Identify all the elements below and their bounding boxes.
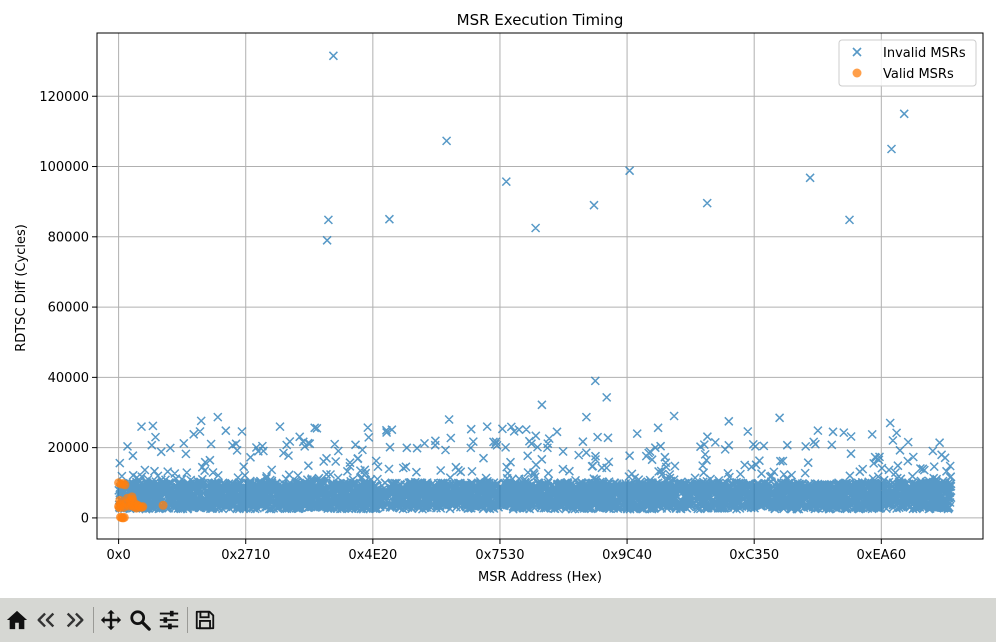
y-tick-label: 40000 — [48, 371, 89, 386]
sliders-icon — [159, 610, 179, 630]
y-tick-label: 80000 — [48, 230, 89, 245]
pan-button[interactable] — [98, 605, 124, 635]
toolbar-separator — [93, 607, 94, 633]
x-tick-label: 0x2710 — [221, 548, 270, 563]
x-tick-label: 0xC350 — [729, 548, 779, 563]
valid-msr-point — [138, 502, 148, 512]
toolbar-separator — [187, 607, 188, 633]
y-axis-label: RDTSC Diff (Cycles) — [14, 224, 29, 352]
move-icon — [100, 609, 122, 631]
x-tick-label: 0x4E20 — [348, 548, 397, 563]
left-arrow-icon — [37, 612, 55, 628]
y-tick-label: 60000 — [48, 301, 89, 316]
legend: Invalid MSRs Valid MSRs — [838, 39, 977, 87]
invalid-msr-markers — [114, 51, 956, 514]
invalid-msrs-series — [114, 51, 956, 514]
scatter-chart: MSR Execution Timing MSR Address (Hex) R… — [14, 11, 984, 585]
chart-title: MSR Execution Timing — [457, 11, 624, 29]
zoom-button[interactable] — [127, 605, 153, 635]
plot-frame — [96, 32, 984, 540]
valid-msr-point — [120, 480, 130, 490]
configure-subplots-button[interactable] — [156, 605, 182, 635]
legend-marker-valid — [852, 68, 862, 78]
back-button[interactable] — [33, 605, 59, 635]
valid-msr-point — [127, 492, 137, 502]
navigation-toolbar — [0, 598, 996, 642]
x-tick-label: 0x9C40 — [602, 548, 652, 563]
x-tick-label: 0xEA60 — [856, 548, 906, 563]
figure: MSR Execution Timing MSR Address (Hex) R… — [14, 11, 984, 585]
valid-msr-point — [158, 500, 168, 510]
magnifier-icon — [130, 610, 151, 631]
x-tick-label: 0x0 — [106, 548, 130, 563]
tick-labels: 0x0 0x2710 0x4E20 0x7530 0x9C40 0xC350 0xEA60 0… — [39, 90, 906, 563]
y-tick-label: 20000 — [48, 441, 89, 456]
legend-label-invalid: Invalid MSRs — [883, 46, 966, 61]
x-axis-label: MSR Address (Hex) — [478, 570, 602, 585]
save-button[interactable] — [192, 605, 218, 635]
y-tick-label: 100000 — [39, 160, 89, 175]
valid-msr-point — [119, 512, 129, 522]
forward-button[interactable] — [62, 605, 88, 635]
y-tick-label: 0 — [81, 511, 89, 526]
valid-msrs-series — [114, 478, 168, 523]
y-tick-label: 120000 — [39, 90, 89, 105]
legend-label-valid: Valid MSRs — [883, 67, 954, 82]
floppy-disk-icon — [195, 610, 215, 630]
grid — [97, 33, 983, 539]
legend-marker-invalid — [852, 47, 862, 57]
legend-box — [838, 39, 977, 87]
right-arrow-icon — [66, 612, 84, 628]
home-icon — [6, 610, 28, 630]
home-button[interactable] — [4, 605, 30, 635]
x-tick-label: 0x7530 — [475, 548, 524, 563]
